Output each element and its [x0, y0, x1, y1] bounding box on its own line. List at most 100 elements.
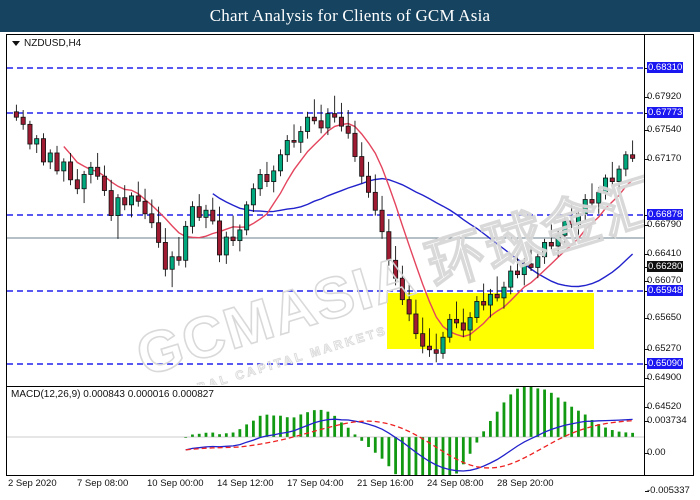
candle-body	[582, 199, 588, 215]
candle-body	[27, 123, 33, 145]
axis-tick	[645, 97, 649, 98]
macd-histogram-bar	[400, 437, 404, 475]
price-axis-label: 0.68310	[647, 62, 684, 73]
candle-body	[149, 213, 155, 224]
candle-body	[352, 132, 358, 157]
candle-body	[61, 161, 67, 172]
time-axis-label: 21 Sep 16:00	[357, 478, 414, 489]
macd-histogram-bar	[224, 433, 228, 437]
candle-body	[244, 204, 250, 231]
candle-body	[74, 179, 80, 190]
macd-histogram-bar	[265, 414, 269, 437]
candle-body	[20, 116, 26, 125]
chevron-down-icon[interactable]	[12, 41, 20, 46]
price-axis-label: 0.66878	[647, 209, 684, 220]
axis-tick	[645, 225, 649, 226]
axis-tick	[645, 378, 649, 379]
macd-histogram-bar	[434, 437, 438, 475]
time-axis-label: 17 Sep 04:00	[287, 478, 344, 489]
price-axis[interactable]: 0.68310 0.67920 0.67773 0.67540 0.67170 0.668…	[645, 35, 694, 496]
macd-histogram-bar	[184, 437, 188, 438]
macd-histogram-bar	[461, 437, 465, 465]
candle-body	[108, 190, 114, 216]
candle-body	[250, 188, 256, 206]
macd-histogram-bar	[556, 397, 560, 437]
macd-histogram-bar	[245, 424, 249, 437]
candle-body	[95, 166, 101, 177]
candle-body	[366, 175, 372, 193]
macd-histogram-bar	[590, 419, 594, 437]
macd-histogram-bar	[387, 437, 391, 467]
candle-body	[542, 242, 548, 258]
price-axis-label: 0.66070	[647, 275, 682, 286]
candle-body	[122, 197, 128, 206]
candle-body	[318, 120, 324, 129]
current-price-label: 0.66280	[647, 261, 684, 272]
candle-body	[68, 161, 74, 181]
axis-tick	[645, 349, 649, 350]
macd-histogram-bar	[583, 414, 587, 437]
price-pane[interactable]: GCMASIA 环球金汇 GLOBAL CAPITAL MARKETS	[7, 35, 644, 385]
price-axis-label: 0.64520	[647, 401, 682, 412]
price-axis-label: 0.65270	[647, 343, 682, 354]
candle-body	[311, 116, 317, 122]
axis-tick	[645, 254, 649, 255]
macd-histogram-bar	[380, 437, 384, 459]
candle-body	[433, 349, 439, 354]
candle-body	[257, 174, 263, 190]
macd-histogram-bar	[258, 415, 262, 437]
macd-pane[interactable]: MACD(12,26,9) 0.000843 0.000016 0.000827	[7, 387, 644, 475]
candle-body	[467, 317, 473, 331]
candle-body	[535, 256, 541, 268]
price-axis-label: 0.67773	[647, 107, 684, 118]
candle-body	[115, 197, 121, 216]
macd-histogram-bar	[522, 387, 526, 437]
candle-body	[413, 313, 419, 335]
macd-histogram-bar	[421, 437, 425, 475]
candle-body	[156, 222, 162, 243]
macd-histogram-bar	[231, 432, 235, 437]
page-title: Chart Analysis for Clients of GCM Asia	[209, 6, 491, 25]
candle-body	[237, 229, 243, 242]
macd-histogram-bar	[211, 432, 215, 437]
candle-body	[474, 301, 480, 318]
time-axis-label: 7 Sep 08:00	[77, 478, 129, 489]
candle-body	[338, 116, 344, 127]
macd-histogram-bar	[407, 437, 411, 475]
macd-histogram-bar	[455, 437, 458, 474]
price-axis-label: 0.65090	[647, 358, 684, 369]
macd-histogram-bar	[549, 392, 553, 437]
candle-body	[386, 231, 392, 261]
time-axis-label: 14 Sep 12:00	[217, 478, 274, 489]
axis-tick	[645, 159, 649, 160]
candle-body	[487, 293, 493, 306]
support-resistance-lines	[7, 67, 644, 365]
macd-histogram-bar	[279, 415, 282, 437]
candle-body	[298, 131, 304, 143]
candle-body	[379, 209, 385, 233]
ma-slow-line	[212, 177, 634, 288]
chart-frame: GCMASIA 环球金汇 GLOBAL CAPITAL MARKETS	[6, 34, 694, 496]
candle-body	[284, 140, 290, 156]
macd-histogram-bar	[516, 388, 519, 437]
macd-histogram-bar	[340, 422, 343, 437]
macd-histogram-bar	[197, 433, 201, 437]
candle-body	[501, 286, 507, 299]
axis-tick	[645, 491, 649, 492]
title-bar: Chart Analysis for Clients of GCM Asia	[0, 0, 700, 32]
candle-body	[223, 236, 229, 256]
macd-histogram-bar	[529, 387, 533, 437]
candle-body	[210, 209, 216, 222]
price-plot	[7, 67, 644, 365]
time-axis-label: 2 Sep 2020	[8, 478, 57, 489]
time-axis-label: 24 Sep 08:00	[427, 478, 484, 489]
macd-histogram-bar	[272, 415, 276, 437]
macd-histogram-bar	[468, 437, 472, 454]
macd-histogram-bar	[441, 437, 445, 475]
candle-body	[101, 175, 107, 191]
symbol-text: NZDUSD,H4	[24, 38, 82, 49]
macd-histogram-bar	[543, 389, 546, 437]
symbol-label[interactable]: NZDUSD,H4	[12, 38, 81, 49]
candle-body	[183, 225, 189, 261]
candle-body	[325, 113, 331, 129]
